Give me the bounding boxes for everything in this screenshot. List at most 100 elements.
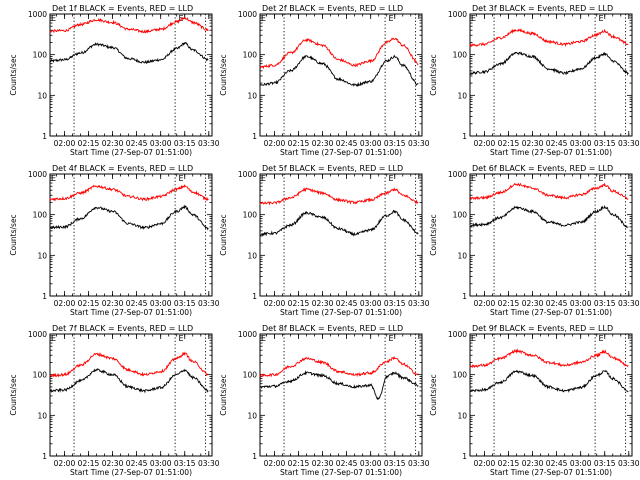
x-tick-label: 03:15 bbox=[174, 139, 196, 148]
x-tick-label: 03:30 bbox=[198, 299, 220, 308]
x-tick-label: 02:30 bbox=[522, 139, 544, 148]
series-lld-line bbox=[469, 182, 629, 201]
x-tick-label: 02:15 bbox=[78, 459, 100, 468]
series-events-line bbox=[260, 370, 419, 401]
marker-label: E bbox=[599, 334, 604, 343]
chart-panel-6: Det 6f BLACK = Events, RED = LLD 1 10 100 10… bbox=[429, 164, 640, 317]
chart-panel-5: Det 5f BLACK = Events, RED = LLD 1 10 100 10… bbox=[219, 164, 430, 317]
x-tick-label: 03:15 bbox=[594, 139, 616, 148]
x-tick-label: 03:00 bbox=[570, 459, 592, 468]
y-tick-label: 1 bbox=[252, 132, 257, 141]
x-tick-label: 02:30 bbox=[102, 299, 124, 308]
x-tick-label: 03:30 bbox=[618, 459, 640, 468]
x-tick-label: 02:45 bbox=[126, 139, 148, 148]
marker-label-corner: E bbox=[471, 174, 476, 183]
x-tick-label: 03:15 bbox=[384, 459, 406, 468]
y-tick-label: 100 bbox=[33, 51, 48, 60]
marker-label: E bbox=[389, 334, 394, 343]
y-tick-label: 10 bbox=[457, 91, 467, 100]
plot-frame bbox=[259, 173, 423, 297]
y-tick-label: 10 bbox=[457, 251, 467, 260]
marker-label-corner: E bbox=[51, 174, 56, 183]
marker-label-corner: E bbox=[261, 334, 266, 343]
marker-label: E bbox=[389, 174, 394, 183]
x-axis-title: Start Time (27-Sep-07 01:51:00) bbox=[70, 468, 192, 477]
x-tick-label: 03:00 bbox=[570, 139, 592, 148]
y-tick-label: 100 bbox=[243, 51, 258, 60]
series-events-line bbox=[49, 204, 209, 231]
series-events-line bbox=[49, 41, 209, 65]
chart-panel-2: Det 2f BLACK = Events, RED = LLD 1 10 100 10… bbox=[219, 4, 430, 157]
y-tick-label: 100 bbox=[453, 51, 468, 60]
y-tick-label: 1 bbox=[42, 452, 47, 461]
chart-title: Det 7f BLACK = Events, RED = LLD bbox=[52, 324, 193, 333]
y-tick-label: 1000 bbox=[238, 170, 257, 179]
x-tick-label: 02:15 bbox=[498, 459, 520, 468]
chart-panel-3: Det 3f BLACK = Events, RED = LLD 1 10 100 10… bbox=[429, 4, 640, 157]
x-tick-label: 02:00 bbox=[264, 299, 286, 308]
series-lld-line bbox=[49, 351, 209, 378]
marker-label: E bbox=[599, 174, 604, 183]
x-axis-title: Start Time (27-Sep-07 01:51:00) bbox=[490, 148, 612, 157]
marker-label: E bbox=[179, 174, 184, 183]
marker-label-corner: E bbox=[51, 14, 56, 23]
plot-frame bbox=[469, 13, 633, 137]
y-tick-label: 100 bbox=[453, 211, 468, 220]
x-tick-label: 03:30 bbox=[198, 459, 220, 468]
y-tick-label: 1000 bbox=[238, 330, 257, 339]
chart-title: Det 4f BLACK = Events, RED = LLD bbox=[52, 164, 193, 173]
chart-panel-4: Det 4f BLACK = Events, RED = LLD 1 10 100 10… bbox=[9, 164, 220, 317]
x-tick-label: 02:45 bbox=[336, 139, 358, 148]
x-tick-label: 03:00 bbox=[150, 299, 172, 308]
y-tick-label: 1 bbox=[42, 292, 47, 301]
chart-panel-7: Det 7f BLACK = Events, RED = LLD 1 10 100 10… bbox=[9, 324, 220, 477]
x-axis-title: Start Time (27-Sep-07 01:51:00) bbox=[70, 148, 192, 157]
x-tick-label: 02:30 bbox=[522, 299, 544, 308]
y-tick-label: 10 bbox=[247, 251, 257, 260]
x-tick-label: 02:45 bbox=[126, 299, 148, 308]
y-axis-title: Counts/sec bbox=[219, 374, 228, 415]
plot-frame bbox=[49, 333, 213, 457]
x-axis-title: Start Time (27-Sep-07 01:51:00) bbox=[490, 468, 612, 477]
chart-panel-1: Det 1f BLACK = Events, RED = LLD 1 10 100 10… bbox=[9, 4, 220, 157]
x-tick-label: 03:30 bbox=[618, 139, 640, 148]
marker-label-corner: E bbox=[471, 334, 476, 343]
x-tick-label: 02:45 bbox=[546, 139, 568, 148]
x-tick-label: 02:00 bbox=[474, 459, 496, 468]
x-tick-label: 02:00 bbox=[264, 459, 286, 468]
x-tick-label: 03:30 bbox=[198, 139, 220, 148]
y-tick-label: 100 bbox=[453, 371, 468, 380]
marker-label: E bbox=[389, 14, 394, 23]
y-tick-label: 1 bbox=[462, 452, 467, 461]
x-tick-label: 02:15 bbox=[498, 139, 520, 148]
x-tick-label: 02:00 bbox=[54, 139, 76, 148]
x-tick-label: 02:15 bbox=[288, 139, 310, 148]
x-tick-label: 03:30 bbox=[408, 139, 430, 148]
marker-label: E bbox=[179, 334, 184, 343]
y-tick-label: 10 bbox=[37, 251, 47, 260]
chart-panel-9: Det 9f BLACK = Events, RED = LLD 1 10 100 10… bbox=[429, 324, 640, 477]
y-tick-label: 1 bbox=[42, 132, 47, 141]
y-axis-title: Counts/sec bbox=[429, 54, 438, 95]
y-tick-label: 10 bbox=[37, 91, 47, 100]
x-tick-label: 03:00 bbox=[570, 299, 592, 308]
x-axis-title: Start Time (27-Sep-07 01:51:00) bbox=[490, 308, 612, 317]
x-tick-label: 03:00 bbox=[360, 139, 382, 148]
y-tick-label: 100 bbox=[243, 371, 258, 380]
marker-label: E bbox=[599, 14, 604, 23]
y-tick-label: 100 bbox=[33, 211, 48, 220]
y-tick-label: 100 bbox=[33, 371, 48, 380]
series-events-line bbox=[469, 369, 629, 393]
marker-label-corner: E bbox=[261, 174, 266, 183]
marker-label-corner: E bbox=[471, 14, 476, 23]
y-axis-title: Counts/sec bbox=[9, 54, 18, 95]
x-tick-label: 03:30 bbox=[408, 459, 430, 468]
series-events-line bbox=[49, 368, 209, 394]
x-tick-label: 02:15 bbox=[288, 459, 310, 468]
series-events-line bbox=[469, 51, 629, 76]
y-tick-label: 10 bbox=[247, 411, 257, 420]
x-tick-label: 02:30 bbox=[522, 459, 544, 468]
x-tick-label: 03:00 bbox=[150, 139, 172, 148]
marker-label-corner: E bbox=[51, 334, 56, 343]
plot-frame bbox=[49, 13, 213, 137]
